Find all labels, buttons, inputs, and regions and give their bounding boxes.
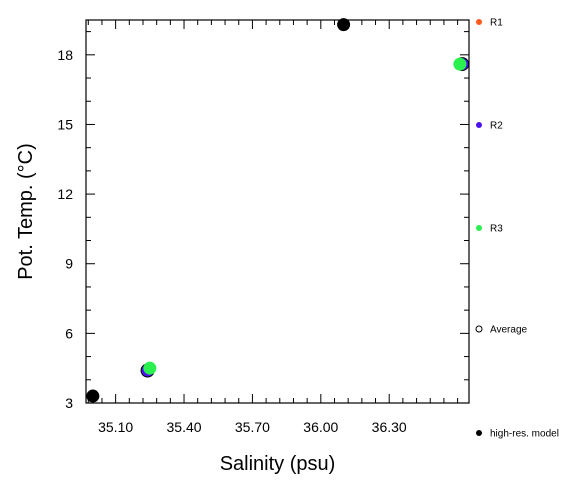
- y-axis-title: Pot. Temp. (°C): [15, 143, 37, 280]
- legend-label-high-res-model: high-res. model: [490, 429, 559, 440]
- legend-label-r3: R3: [490, 224, 503, 235]
- x-tick-label: 35.70: [235, 419, 270, 435]
- point-r3: [453, 57, 467, 71]
- y-tick-label: 6: [65, 325, 73, 341]
- legend-label-r1: R1: [490, 18, 503, 29]
- x-axis-title: Salinity (psu): [220, 453, 336, 475]
- legend-marker-high-res-model: [476, 430, 482, 436]
- x-tick-label: 36.30: [372, 419, 407, 435]
- x-tick-label: 35.10: [98, 419, 133, 435]
- data-points: [86, 18, 470, 403]
- y-tick-label: 3: [65, 395, 73, 411]
- y-tick-label: 12: [57, 186, 73, 202]
- x-tick-label: 35.40: [167, 419, 202, 435]
- legend-marker-r3: [476, 225, 482, 231]
- x-tick-label: 36.00: [303, 419, 338, 435]
- axis-ticks: [86, 20, 469, 404]
- legend-label-average: Average: [490, 325, 528, 336]
- legend-marker-r2: [476, 122, 482, 128]
- plot-frame: [85, 19, 470, 404]
- point-r3: [143, 361, 157, 375]
- point-high-res-model: [337, 18, 351, 32]
- legend: R1 R2 R3 Average high-res. model: [475, 18, 559, 440]
- y-tick-label: 18: [57, 47, 73, 63]
- legend-marker-r1: [476, 19, 482, 25]
- legend-marker-average: [475, 325, 483, 333]
- point-high-res-model: [86, 389, 100, 403]
- y-tick-label: 15: [57, 116, 73, 132]
- y-tick-label: 9: [65, 256, 73, 272]
- legend-label-r2: R2: [490, 121, 503, 132]
- axis-tick-labels: 35.10 35.40 35.70 36.00 36.30 3 6 9 12 15 18: [57, 47, 407, 435]
